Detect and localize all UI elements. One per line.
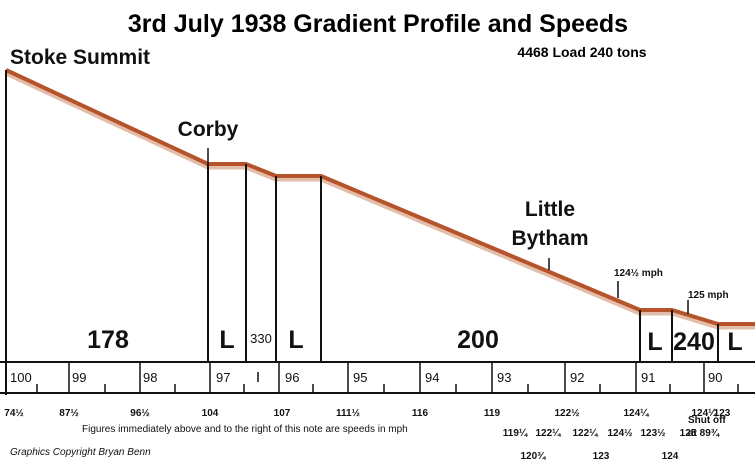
speed-value: 122¼ — [572, 428, 598, 439]
gradient-240: 240 — [673, 328, 715, 356]
speeds-row-3: 120¾ 123 124 — [520, 451, 678, 462]
speed-value: 125 — [680, 428, 697, 439]
speed-value: 116 — [412, 408, 429, 419]
speed-value: 120¾ — [520, 451, 546, 462]
speed-value: 119¼ — [503, 428, 528, 439]
milepost-label: 99 — [72, 370, 86, 385]
speed-value: 123 — [593, 451, 610, 462]
station-little: Little — [525, 198, 575, 221]
milepost-label: 97 — [216, 370, 230, 385]
speed-value: 74½ — [4, 408, 23, 419]
load-note: 4468 Load 240 tons — [517, 44, 646, 60]
speed-value: 124¼ — [691, 408, 717, 419]
milepost-label: 96 — [285, 370, 299, 385]
speed-value: 124 — [662, 451, 679, 462]
milepost-label: 90 — [708, 370, 722, 385]
milepost-label: 91 — [641, 370, 655, 385]
gradient-profile-line — [5, 68, 755, 326]
speed-value: 107 — [274, 408, 291, 419]
gradient-level-4: L — [727, 328, 742, 356]
speed-value: 122¼ — [535, 428, 561, 439]
speed-value: 87½ — [59, 408, 78, 419]
milepost-label: 100 — [10, 370, 32, 385]
station-bytham: Bytham — [511, 227, 588, 250]
milepost-label: 92 — [570, 370, 584, 385]
milepost-label: 95 — [353, 370, 367, 385]
speed-value: 124¼ — [623, 408, 649, 419]
gradient-200: 200 — [457, 326, 499, 354]
speed-value: 104 — [202, 408, 219, 419]
gradient-level-2: L — [288, 326, 303, 354]
speed-value: 122½ — [554, 408, 579, 419]
gradient-level-1: L — [219, 326, 234, 354]
speed-annotation-125: 125 mph — [688, 290, 729, 301]
speed-value: 124½ — [607, 428, 632, 439]
milepost-label: 93 — [497, 370, 511, 385]
station-corby: Corby — [178, 118, 239, 141]
speeds-row-2: 119¼ 122¼ 122¼ 124½ 123½ 125 — [503, 428, 697, 439]
gradient-178: 178 — [87, 326, 129, 354]
shut-off-line-1: Shut off — [688, 415, 726, 426]
speed-annotation-124-half: 124½ mph — [614, 268, 663, 279]
gradient-level-3: L — [647, 328, 662, 356]
section-dividers — [5, 70, 719, 395]
speed-value: 111½ — [336, 408, 360, 419]
graphics-credit: Graphics Copyright Bryan Benn — [10, 447, 151, 458]
speed-value: 123½ — [640, 428, 665, 439]
milepost-label: 94 — [425, 370, 439, 385]
speed-value: 96½ — [130, 408, 149, 419]
milepost-scale: 100 99 98 97 96 95 94 93 92 91 90 — [0, 361, 755, 394]
speed-value: 119 — [484, 408, 501, 419]
page-title: 3rd July 1938 Gradient Profile and Speed… — [128, 10, 628, 38]
speed-value: 123 — [714, 408, 731, 419]
shut-off-line-2: at 89¾ — [688, 428, 720, 439]
milepost-label: 98 — [143, 370, 157, 385]
gradient-330: 330 — [250, 331, 272, 346]
speeds-note: Figures immediately above and to the rig… — [82, 424, 408, 435]
station-stoke-summit: Stoke Summit — [10, 46, 150, 69]
